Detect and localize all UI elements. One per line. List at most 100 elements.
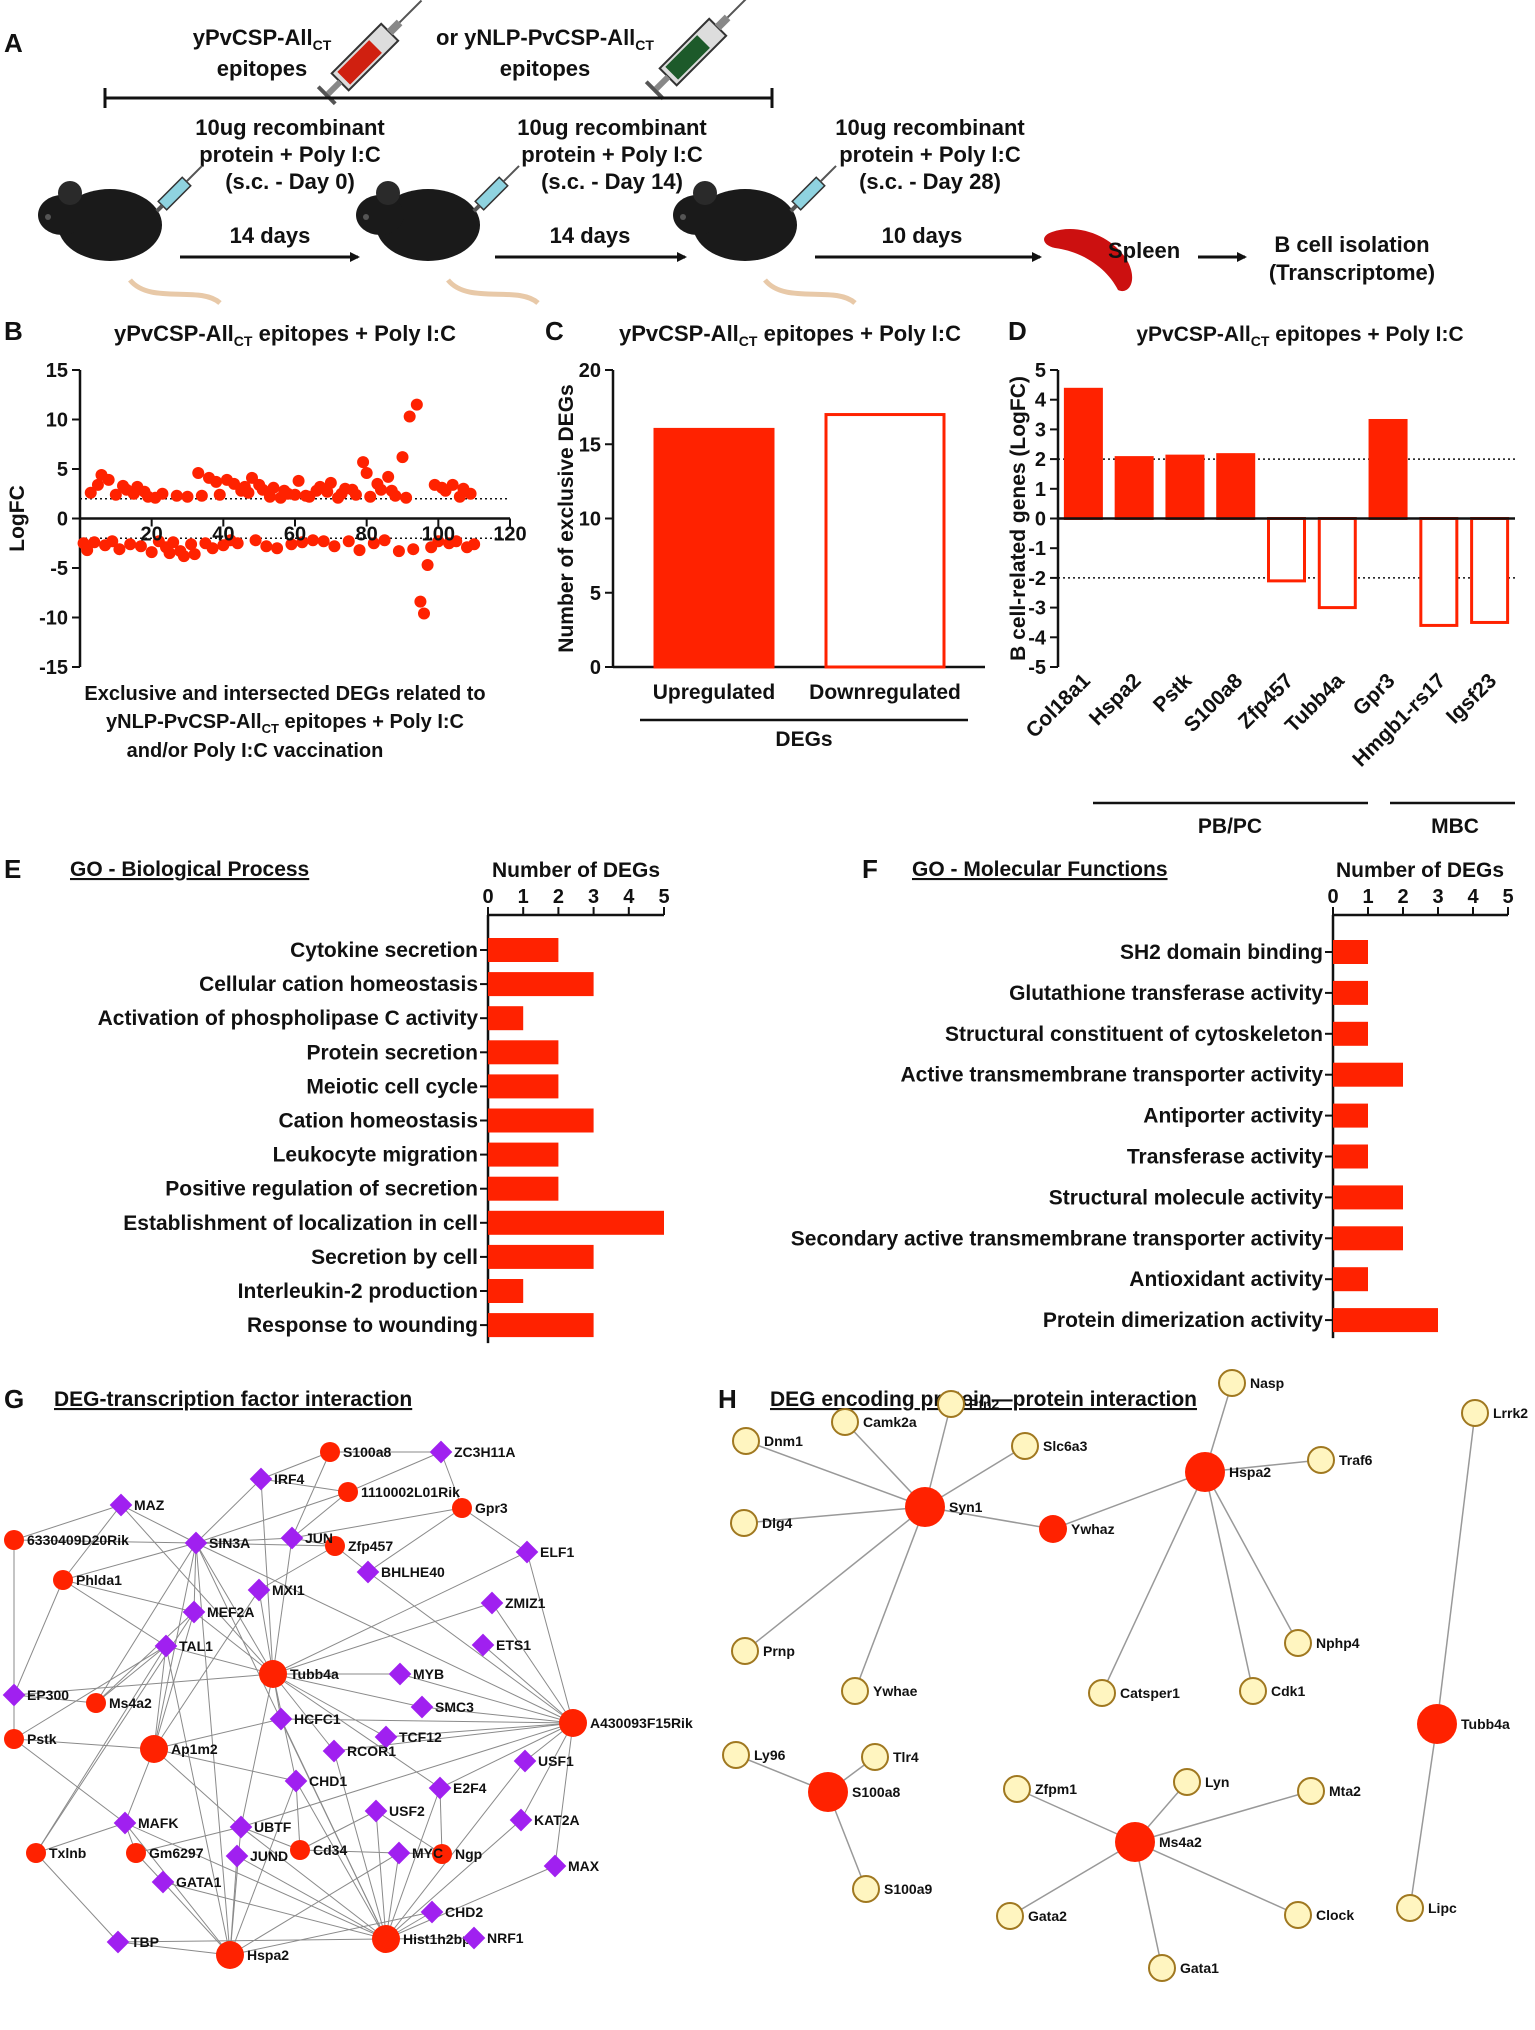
tf-label: JUND	[250, 1848, 288, 1864]
gene-label: Pstk	[27, 1731, 57, 1747]
x-tick-label: 20	[141, 524, 163, 546]
edge	[554, 1722, 574, 1867]
edge	[117, 1941, 231, 1956]
data-point	[324, 476, 337, 489]
panel-c-title: yPvCSP-AllCT epitopes + Poly I:C	[619, 321, 961, 349]
x-tick-label: 1	[518, 886, 529, 908]
tf-node	[387, 1841, 411, 1865]
category-label: Activation of phospholipase C activity	[98, 1007, 479, 1030]
protein-label: Ly96	[754, 1747, 786, 1763]
edge	[385, 1760, 526, 1940]
panel-letter-e: E	[4, 854, 21, 884]
panel-b-title: yPvCSP-AllCT epitopes + Poly I:C	[114, 321, 456, 349]
data-point	[450, 535, 463, 548]
tf-label: HCFC1	[294, 1711, 341, 1727]
tf-node	[106, 1930, 130, 1954]
category-label: Cation homeostasis	[278, 1110, 478, 1133]
bar-tubb4a	[1317, 517, 1357, 610]
edge	[13, 1738, 126, 1824]
tf-node	[509, 1808, 533, 1832]
protein-node	[831, 1408, 859, 1436]
edge	[295, 1780, 387, 1940]
protein-node	[732, 1427, 760, 1455]
epitope1-label: yPvCSP-AllCT	[193, 25, 332, 53]
gene-node	[86, 1693, 106, 1713]
data-point	[188, 548, 201, 561]
x-tick-label: 4	[623, 886, 635, 908]
protein-label: Nphp4	[1316, 1635, 1360, 1651]
hub-label: S100a8	[852, 1784, 900, 1800]
edge	[1134, 1841, 1163, 1969]
dose-day0: 10ug recombinant protein + Poly I:C (s.c…	[195, 115, 385, 194]
data-point	[156, 487, 169, 500]
panel-letter-c: C	[545, 316, 564, 346]
edge	[385, 1865, 556, 1940]
edge	[35, 1822, 126, 1854]
bar-hmgb1-rs17	[1419, 517, 1459, 627]
edge	[153, 1589, 260, 1750]
tf-node	[410, 1695, 434, 1719]
edge	[95, 1611, 195, 1704]
tf-label: MYC	[412, 1845, 443, 1861]
gene-label: Ap1m2	[171, 1741, 218, 1757]
protein-label: Lrrk2	[1493, 1405, 1528, 1421]
bar	[1333, 1021, 1368, 1046]
y-tick-label: -15	[39, 657, 68, 679]
protein-label: Mta2	[1329, 1783, 1361, 1799]
y-tick-label: 5	[57, 459, 68, 481]
panel-a: A yPvCSP-AllCT epitopes or yNLP-PvCSP-Al…	[4, 0, 1435, 306]
data-point	[403, 410, 416, 423]
protein-node	[731, 1637, 759, 1665]
hub-node	[1185, 1452, 1225, 1492]
y-tick-label: -10	[39, 608, 68, 630]
panel-b-xlabel-1: Exclusive and intersected DEGs related t…	[84, 683, 485, 705]
category-label: Response to wounding	[247, 1314, 478, 1337]
category-label: Meiotic cell cycle	[306, 1075, 478, 1098]
data-point	[349, 488, 362, 501]
category-label: Leukocyte migration	[273, 1144, 478, 1167]
gene-node	[320, 1442, 340, 1462]
edge	[195, 1542, 387, 1940]
y-tick-label: -3	[1028, 598, 1046, 620]
edge	[62, 1542, 197, 1581]
edge	[526, 1551, 574, 1724]
tf-node	[515, 1540, 539, 1564]
edge	[1134, 1790, 1312, 1843]
svg-text:10ug recombinant: 10ug recombinant	[517, 115, 707, 140]
x-tick-label: 5	[1502, 886, 1513, 908]
tf-label: ZC3H11A	[454, 1444, 515, 1460]
edge	[745, 1440, 926, 1508]
tf-label: UBTF	[254, 1819, 292, 1835]
panel-f-title: GO - Molecular Functions	[912, 858, 1168, 881]
edge	[13, 1673, 274, 1696]
svg-text:(s.c. - Day 0): (s.c. - Day 0)	[225, 169, 355, 194]
protein-label: Lipc	[1428, 1900, 1457, 1916]
dose-day14: 10ug recombinant protein + Poly I:C (s.c…	[517, 115, 707, 194]
x-tick-label: 2	[1397, 886, 1408, 908]
edge	[153, 1748, 242, 1828]
x-tick-label: 3	[1432, 886, 1443, 908]
protein-label: Gata1	[1180, 1960, 1219, 1976]
bar-s100a8	[1216, 453, 1256, 520]
edge	[272, 1551, 528, 1675]
edge	[333, 1750, 387, 1940]
hub-label: Hspa2	[1229, 1464, 1271, 1480]
gene-label: S100a8	[343, 1444, 391, 1460]
data-point	[285, 538, 298, 551]
data-point	[88, 536, 101, 549]
tf-node	[322, 1739, 346, 1763]
edge	[260, 1451, 331, 1480]
mouse-icon	[38, 181, 222, 306]
bar	[1333, 1144, 1368, 1169]
edge	[924, 1506, 1054, 1530]
panel-d-title: yPvCSP-AllCT epitopes + Poly I:C	[1136, 323, 1463, 349]
mouse-icon	[356, 181, 540, 306]
edge	[258, 1589, 274, 1675]
panel-b-xlabel-3: and/or Poly I:C vaccination	[127, 740, 384, 762]
edge	[240, 1826, 301, 1851]
category-label: Antiporter activity	[1143, 1105, 1323, 1128]
data-point	[124, 538, 137, 551]
edge	[367, 1571, 574, 1724]
bar-gpr3	[1368, 418, 1408, 520]
